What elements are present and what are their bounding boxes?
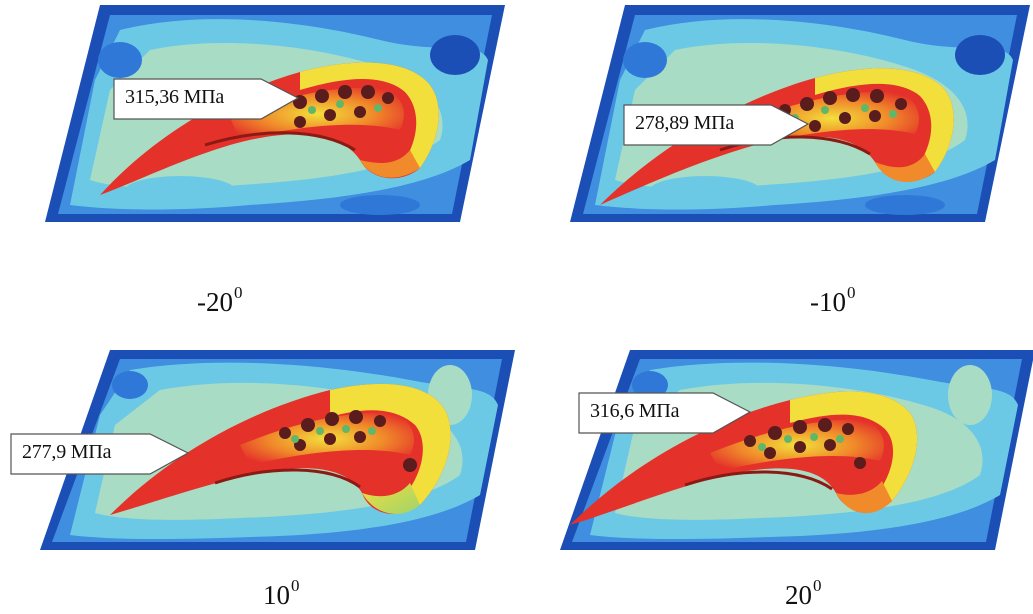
angle-label-20: 200 xyxy=(785,576,822,611)
angle-degree-superscript: 0 xyxy=(847,283,856,302)
angle-label-10: 100 xyxy=(263,576,300,611)
angle-value: 20 xyxy=(785,580,812,610)
angle-degree-superscript: 0 xyxy=(813,576,822,595)
angle-label-minus-20: -200 xyxy=(197,283,243,318)
angle-value: -10 xyxy=(810,287,846,317)
stress-plot-20 xyxy=(520,345,1033,560)
angle-value: 10 xyxy=(263,580,290,610)
stress-value-label: 277,9 МПа xyxy=(22,441,112,463)
angle-degree-superscript: 0 xyxy=(291,576,300,595)
stress-value-label: 316,6 МПа xyxy=(590,400,680,422)
angle-degree-superscript: 0 xyxy=(234,283,243,302)
stress-value-label: 278,89 МПа xyxy=(635,112,735,134)
blade-stress-render xyxy=(560,350,1033,550)
angle-label-minus-10: -100 xyxy=(810,283,856,318)
angle-value: -20 xyxy=(197,287,233,317)
stress-value-label: 315,36 МПа xyxy=(125,86,225,108)
